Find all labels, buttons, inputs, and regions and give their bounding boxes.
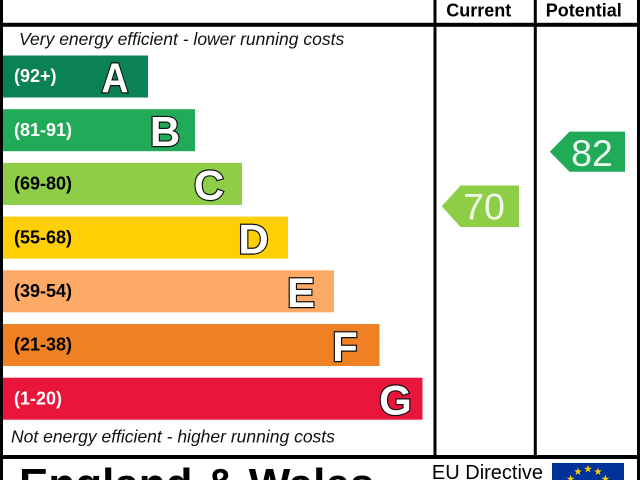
svg-text:E: E bbox=[287, 269, 315, 316]
svg-text:G: G bbox=[379, 377, 412, 424]
svg-text:(39-54): (39-54) bbox=[14, 281, 72, 301]
svg-text:Current: Current bbox=[446, 1, 511, 21]
svg-text:F: F bbox=[332, 323, 358, 370]
svg-text:(55-68): (55-68) bbox=[14, 227, 72, 247]
svg-text:Potential: Potential bbox=[546, 1, 622, 21]
svg-text:(1-20): (1-20) bbox=[14, 388, 62, 408]
svg-text:B: B bbox=[150, 108, 180, 155]
svg-text:A: A bbox=[102, 55, 129, 102]
svg-text:Not energy efficient - higher: Not energy efficient - higher running co… bbox=[11, 427, 335, 447]
svg-text:(81-91): (81-91) bbox=[14, 120, 72, 140]
svg-text:(92+): (92+) bbox=[14, 66, 57, 86]
svg-text:Very energy efficient - lower: Very energy efficient - lower running co… bbox=[19, 29, 344, 49]
svg-text:C: C bbox=[194, 162, 224, 209]
svg-text:(69-80): (69-80) bbox=[14, 174, 72, 194]
svg-text:EU Directive: EU Directive bbox=[432, 462, 543, 480]
svg-text:82: 82 bbox=[571, 132, 613, 174]
svg-text:England & Wales: England & Wales bbox=[19, 460, 374, 480]
svg-text:70: 70 bbox=[463, 185, 505, 227]
svg-text:D: D bbox=[238, 215, 268, 262]
svg-text:(21-38): (21-38) bbox=[14, 335, 72, 355]
